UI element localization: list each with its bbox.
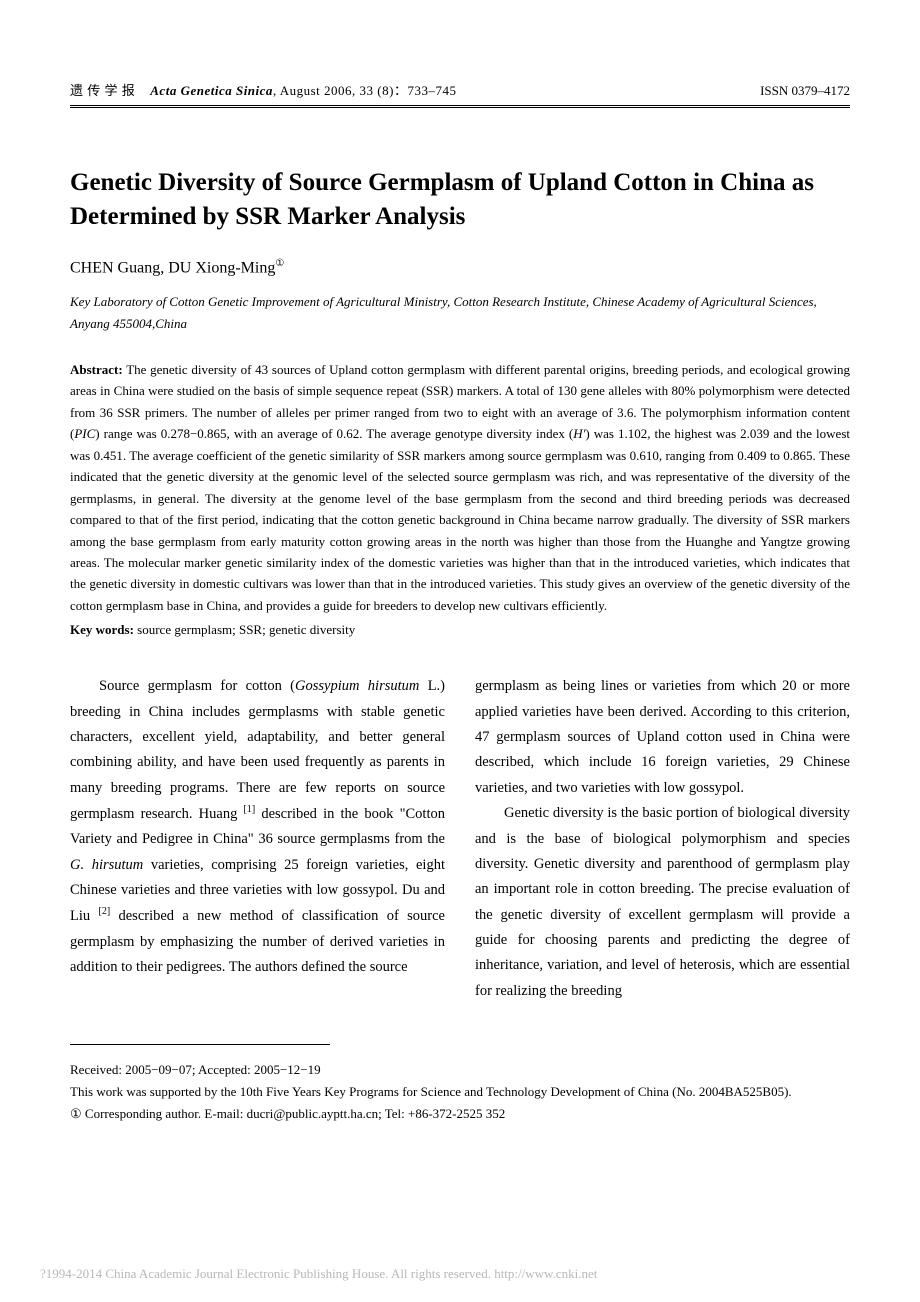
species-name: G. hirsutum bbox=[70, 857, 143, 873]
body-paragraph: Genetic diversity is the basic portion o… bbox=[475, 801, 850, 1004]
citation-ref: [2] bbox=[98, 906, 110, 917]
footnote-rule bbox=[70, 1044, 330, 1045]
running-header: 遗 传 学 报 Acta Genetica Sinica, August 200… bbox=[70, 80, 850, 108]
body-text: Source germplasm for cotton ( bbox=[99, 678, 295, 694]
keywords-text: source germplasm; SSR; genetic diversity bbox=[134, 622, 355, 637]
abstract-pic-term: PIC bbox=[74, 426, 95, 441]
issue-info: , August 2006, 33 (8)：733–745 bbox=[273, 83, 457, 98]
column-left: Source germplasm for cotton (Gossypium h… bbox=[70, 674, 445, 1004]
abstract-label: Abstract: bbox=[70, 362, 123, 377]
abstract-block: Abstract: The genetic diversity of 43 so… bbox=[70, 359, 850, 616]
keywords-block: Key words: source germplasm; SSR; geneti… bbox=[70, 622, 850, 638]
footnote-sup: ① bbox=[70, 1106, 82, 1121]
keywords-label: Key words: bbox=[70, 622, 134, 637]
footnote-received: Received: 2005−09−07; Accepted: 2005−12−… bbox=[70, 1059, 850, 1081]
species-name: Gossypium hirsutum bbox=[295, 678, 419, 694]
footnote-corresponding: ① Corresponding author. E-mail: ducri@pu… bbox=[70, 1103, 850, 1125]
citation-ref: [1] bbox=[244, 804, 256, 815]
body-text: germplasm as being lines or varieties fr… bbox=[475, 678, 850, 796]
journal-name-en: Acta Genetica Sinica bbox=[150, 83, 273, 98]
body-text: Genetic diversity is the basic portion o… bbox=[475, 805, 850, 999]
watermark-footer: ?1994-2014 China Academic Journal Electr… bbox=[40, 1266, 597, 1282]
footnote-funding: This work was supported by the 10th Five… bbox=[70, 1081, 850, 1103]
body-columns: Source germplasm for cotton (Gossypium h… bbox=[70, 674, 850, 1004]
journal-name-cn: 遗 传 学 报 bbox=[70, 83, 135, 98]
page-container: 遗 传 学 报 Acta Genetica Sinica, August 200… bbox=[0, 0, 920, 1185]
footnote-corr-text: Corresponding author. E-mail: ducri@publ… bbox=[82, 1106, 506, 1121]
body-paragraph: Source germplasm for cotton (Gossypium h… bbox=[70, 674, 445, 980]
header-left: 遗 传 学 报 Acta Genetica Sinica, August 200… bbox=[70, 80, 456, 99]
article-title: Genetic Diversity of Source Germplasm of… bbox=[70, 166, 850, 234]
abstract-h-term: H' bbox=[573, 426, 585, 441]
column-right: germplasm as being lines or varieties fr… bbox=[475, 674, 850, 1004]
issn: ISSN 0379–4172 bbox=[760, 83, 850, 99]
footnote-block: Received: 2005−09−07; Accepted: 2005−12−… bbox=[70, 1059, 850, 1125]
body-paragraph: germplasm as being lines or varieties fr… bbox=[475, 674, 850, 801]
body-text: L.) breeding in China includes germplasm… bbox=[70, 678, 445, 822]
authors: CHEN Guang, DU Xiong-Ming① bbox=[70, 258, 850, 277]
author-names: CHEN Guang, DU Xiong-Ming bbox=[70, 259, 275, 276]
abstract-text-3: ) was 1.102, the highest was 2.039 and t… bbox=[70, 426, 850, 613]
abstract-text-2: ) range was 0.278−0.865, with an average… bbox=[95, 426, 573, 441]
body-text: described a new method of classification… bbox=[70, 908, 445, 975]
affiliation: Key Laboratory of Cotton Genetic Improve… bbox=[70, 291, 850, 335]
author-superscript: ① bbox=[275, 258, 284, 269]
